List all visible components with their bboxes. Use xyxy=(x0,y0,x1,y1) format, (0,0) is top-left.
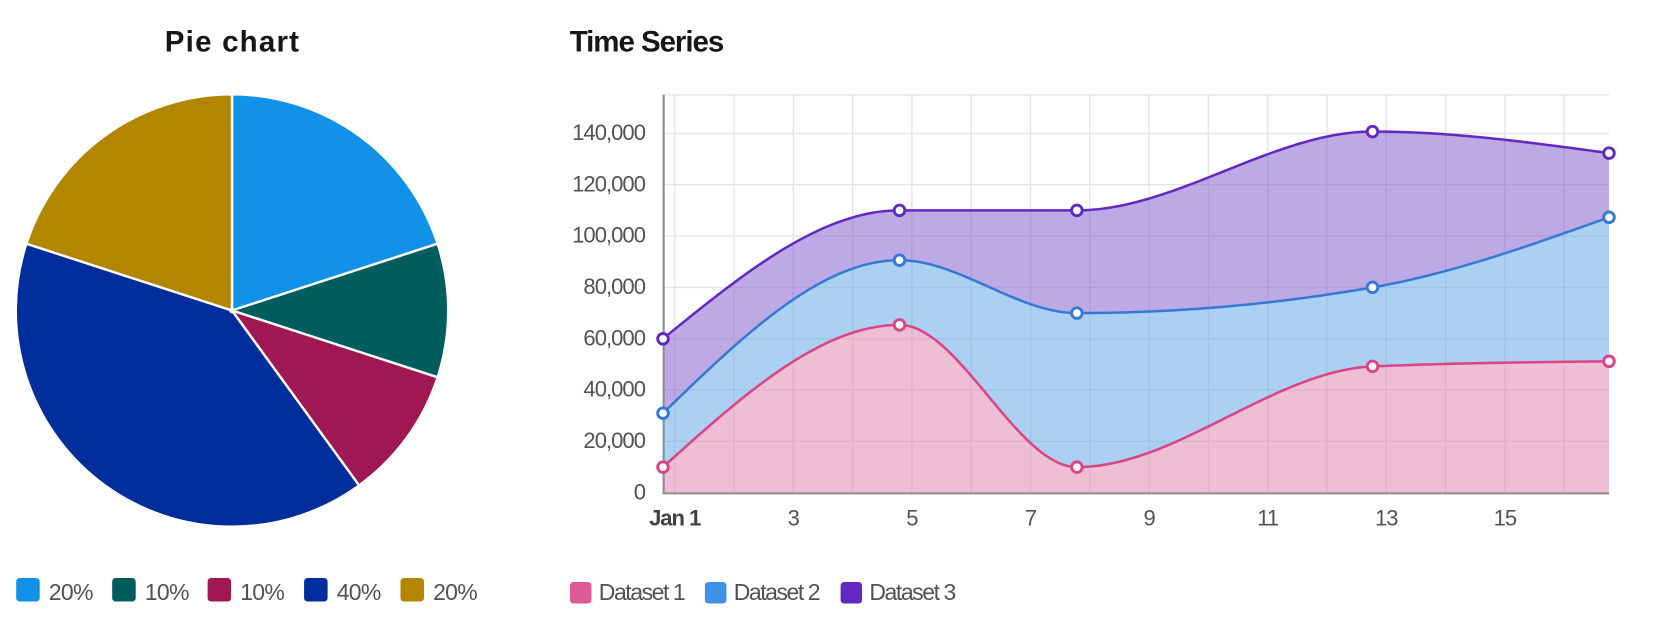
svg-text:10%: 10% xyxy=(240,579,284,605)
svg-text:40%: 40% xyxy=(337,579,381,605)
svg-text:10%: 10% xyxy=(145,579,189,605)
svg-text:15: 15 xyxy=(1494,506,1517,531)
svg-text:0: 0 xyxy=(634,479,646,504)
svg-text:7: 7 xyxy=(1025,506,1037,531)
svg-text:3: 3 xyxy=(788,506,800,531)
svg-text:20,000: 20,000 xyxy=(583,428,645,453)
svg-text:80,000: 80,000 xyxy=(583,274,645,299)
svg-text:120,000: 120,000 xyxy=(572,171,646,196)
svg-text:140,000: 140,000 xyxy=(572,120,646,145)
svg-text:11: 11 xyxy=(1257,506,1279,531)
svg-text:Dataset 1: Dataset 1 xyxy=(599,579,685,605)
svg-text:20%: 20% xyxy=(433,579,477,605)
svg-text:Time Series: Time Series xyxy=(570,26,724,59)
svg-text:60,000: 60,000 xyxy=(583,325,645,350)
svg-text:Dataset 2: Dataset 2 xyxy=(734,579,820,605)
svg-text:Pie chart: Pie chart xyxy=(165,26,300,59)
svg-text:9: 9 xyxy=(1143,506,1155,531)
svg-text:100,000: 100,000 xyxy=(572,223,646,248)
svg-text:40,000: 40,000 xyxy=(583,377,645,402)
svg-text:20%: 20% xyxy=(49,579,93,605)
svg-text:Dataset 3: Dataset 3 xyxy=(869,579,955,605)
svg-text:13: 13 xyxy=(1375,506,1398,531)
svg-text:5: 5 xyxy=(906,506,918,531)
svg-text:Jan 1: Jan 1 xyxy=(649,506,701,531)
